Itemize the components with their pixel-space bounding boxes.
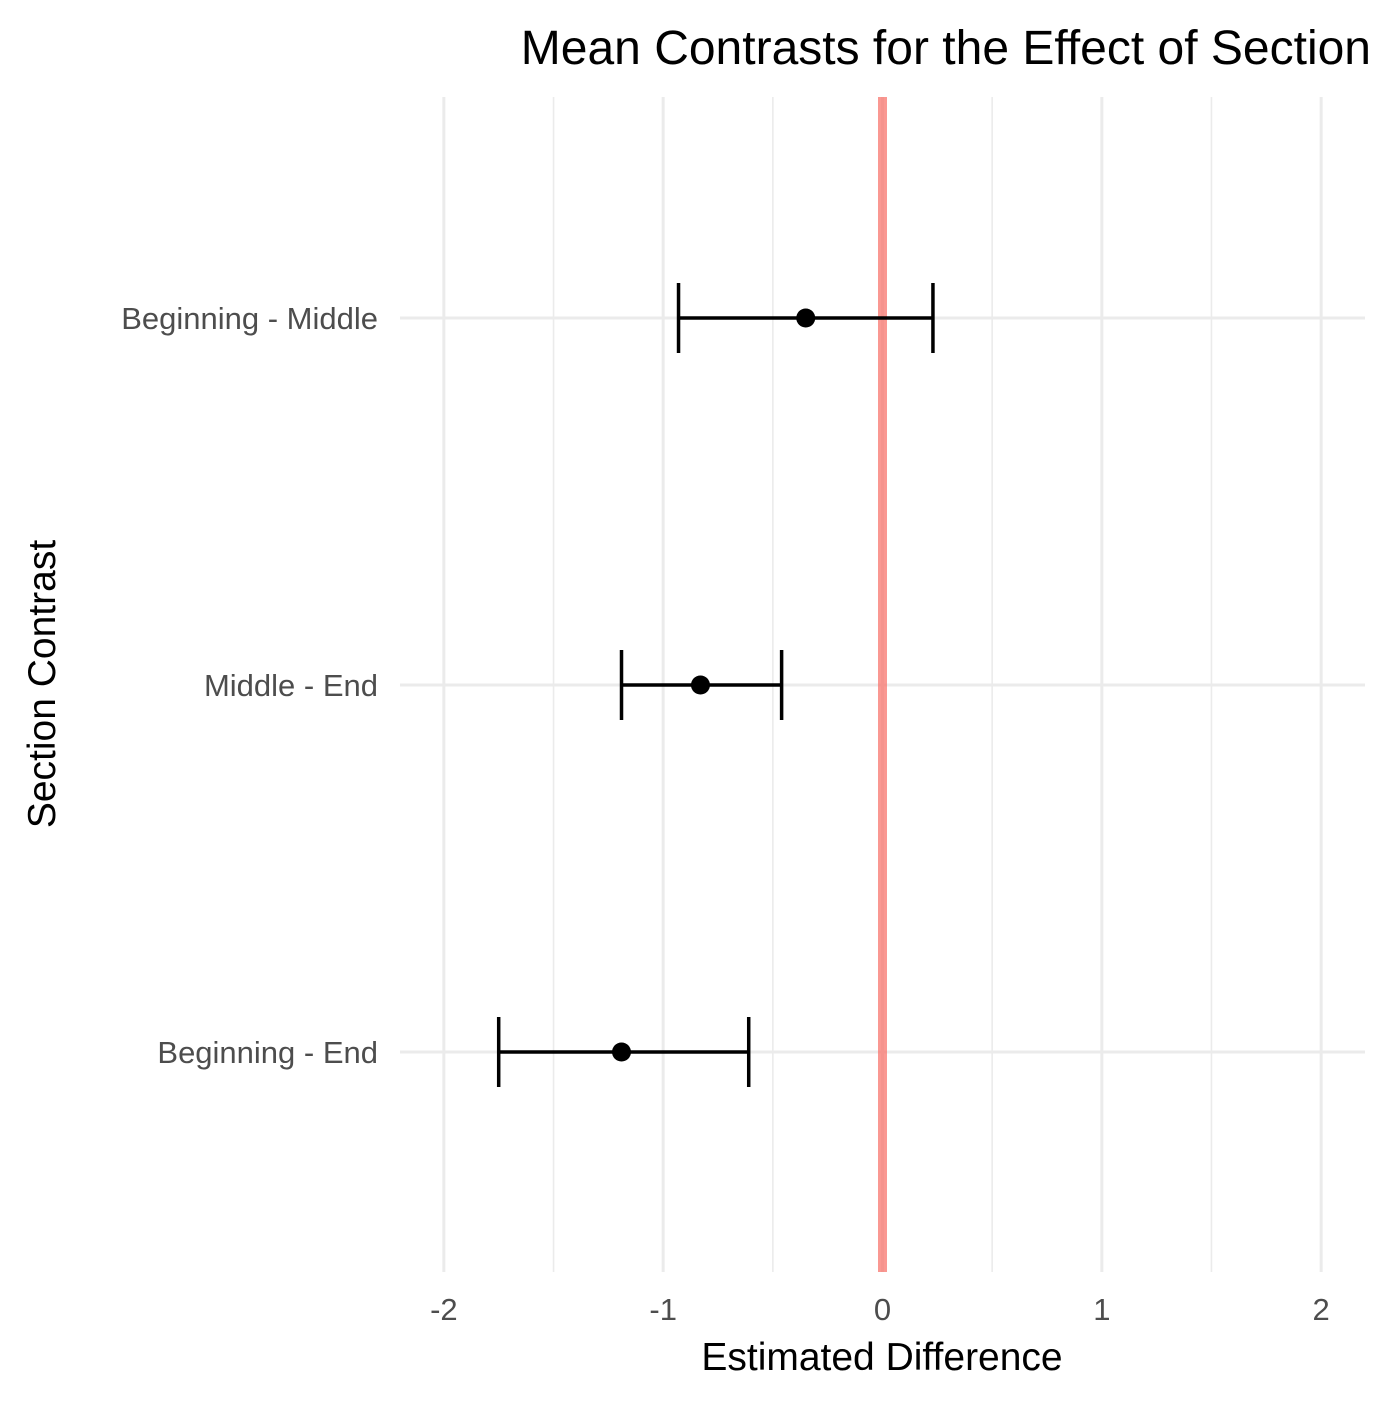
y-tick-label: Middle - End xyxy=(204,668,378,703)
x-tick-label: -1 xyxy=(649,1292,677,1327)
y-tick-label: Beginning - Middle xyxy=(121,301,378,336)
x-tick-label: 1 xyxy=(1093,1292,1110,1327)
x-tick-label: -2 xyxy=(430,1292,458,1327)
chart-title: Mean Contrasts for the Effect of Section xyxy=(521,22,1371,75)
estimate-point xyxy=(612,1042,632,1062)
errorbar-row xyxy=(496,1017,751,1087)
x-axis-title: Estimated Difference xyxy=(701,1336,1062,1379)
data-layer xyxy=(496,283,935,1087)
y-tick-label: Beginning - End xyxy=(157,1035,378,1070)
x-tick-label: 0 xyxy=(874,1292,891,1327)
x-tick-label: 2 xyxy=(1313,1292,1330,1327)
tick-labels: -2 -1 0 1 2 Beginning - Middle Middle - End Beg… xyxy=(121,301,1330,1327)
estimate-point xyxy=(690,675,710,695)
estimate-point xyxy=(796,308,816,328)
errorbar-row xyxy=(619,650,784,720)
y-axis-title: Section Contrast xyxy=(21,540,64,828)
errorbar-row xyxy=(676,283,935,353)
